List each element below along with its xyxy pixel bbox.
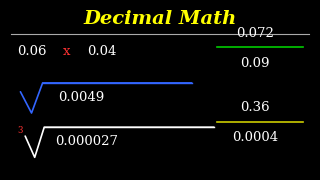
- Text: 0.06: 0.06: [17, 44, 47, 58]
- Text: 0.36: 0.36: [240, 101, 270, 114]
- Text: 0.04: 0.04: [87, 44, 116, 58]
- Text: 0.0004: 0.0004: [232, 131, 278, 144]
- Text: x: x: [63, 44, 71, 58]
- Text: 0.09: 0.09: [240, 57, 270, 70]
- Text: 0.0049: 0.0049: [59, 91, 105, 104]
- Text: 3: 3: [17, 126, 23, 135]
- Text: 0.072: 0.072: [236, 27, 274, 40]
- Text: Decimal Math: Decimal Math: [84, 10, 236, 28]
- Text: 0.000027: 0.000027: [55, 135, 118, 148]
